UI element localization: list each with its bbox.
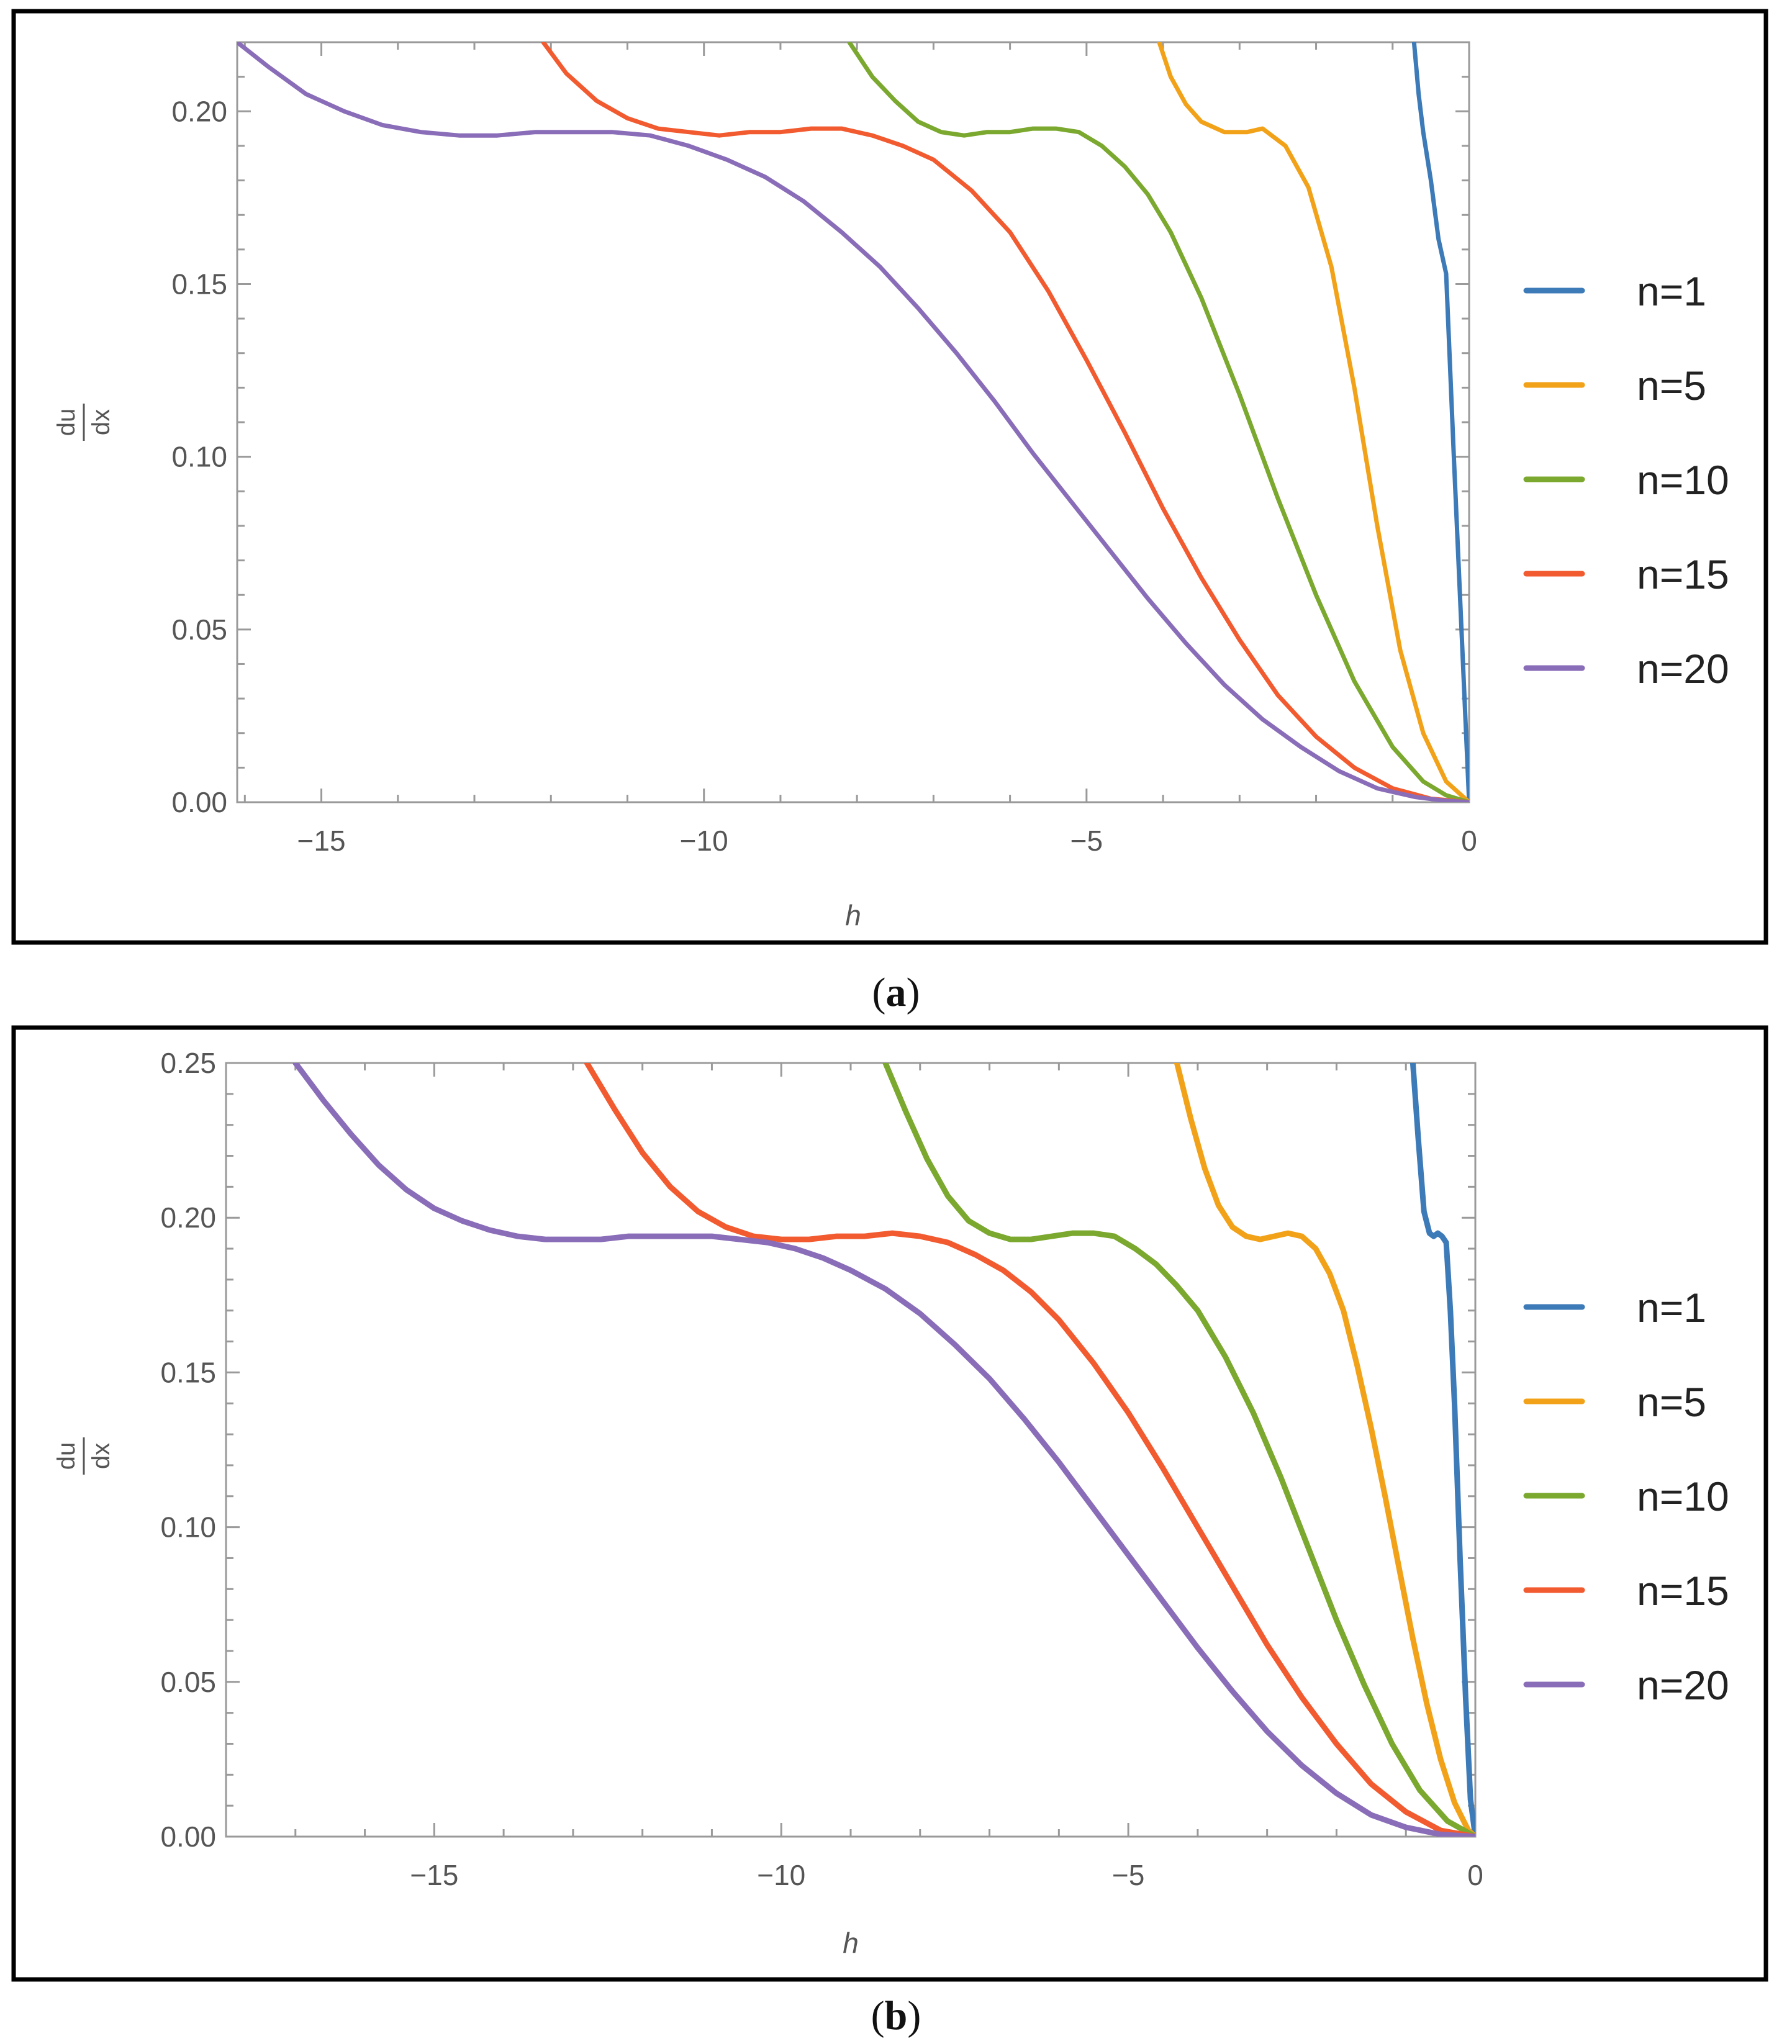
caption-open-paren: (	[871, 1993, 885, 2038]
plot-frame	[225, 1062, 1477, 1838]
chart-panel-b: −15 −10 −5 0 0.00 0.05 0.10 0.15 0.20 0.25 h du dx n=…	[11, 1025, 1768, 2038]
series-group	[237, 42, 1469, 802]
panel-caption: (a)	[872, 970, 920, 1015]
legend-label-n-5: n=5	[1637, 1379, 1706, 1425]
series-line-n-5	[1157, 42, 1469, 802]
series-line-n-20	[292, 1063, 1475, 1837]
series-line-n-10	[882, 1063, 1475, 1837]
chart-panel-a: −15 −10 −5 0 0.00 0.05 0.10 0.15 0.20 h du dx n=1 n=5…	[11, 9, 1768, 1015]
legend-label-n-1: n=1	[1637, 268, 1706, 314]
series-line-n-5	[1174, 1063, 1475, 1837]
y-tick-label: 0.00	[160, 1820, 216, 1853]
x-tick-label: −5	[1112, 1859, 1144, 1891]
series-line-n-10	[847, 42, 1469, 802]
x-tick-label: −15	[410, 1859, 458, 1891]
y-axis-title: du dx	[53, 404, 115, 441]
y-axis-title-denominator: dx	[88, 409, 115, 435]
legend-label-n-20: n=20	[1637, 1662, 1729, 1708]
caption-open-paren: (	[872, 970, 886, 1015]
caption-letter: a	[886, 970, 907, 1015]
x-tick-label: 0	[1467, 1859, 1483, 1891]
y-axis-title-denominator: dx	[88, 1443, 115, 1469]
series-line-n-20	[237, 42, 1469, 802]
x-tick-label: 0	[1461, 825, 1477, 857]
y-axis-title-numerator: du	[53, 409, 80, 436]
y-tick-label: 0.20	[160, 1201, 216, 1234]
y-tick-label: 0.05	[171, 613, 227, 646]
legend-label-n-10: n=10	[1637, 457, 1729, 503]
caption-letter: b	[885, 1993, 908, 2038]
legend-label-n-5: n=5	[1637, 363, 1706, 409]
series-group	[292, 1063, 1475, 1837]
series-line-n-1	[1410, 1063, 1475, 1837]
y-tick-label: 0.25	[160, 1047, 216, 1079]
x-tick-label: −15	[297, 825, 346, 857]
panel-caption: (b)	[871, 1993, 921, 2038]
y-tick-label: 0.10	[160, 1511, 216, 1544]
x-axis-title: h	[845, 899, 861, 931]
x-tick-label: −10	[757, 1859, 805, 1891]
legend-label-n-15: n=15	[1637, 551, 1729, 597]
y-tick-label: 0.10	[171, 441, 227, 473]
y-axis-title-numerator: du	[53, 1442, 80, 1470]
panel-frame	[11, 1025, 1768, 1982]
y-tick-label: 0.20	[171, 95, 227, 127]
legend: n=1 n=5 n=10 n=15 n=20	[1523, 1285, 1729, 1708]
y-tick-label: 0.05	[160, 1666, 216, 1698]
legend-label-n-15: n=15	[1637, 1568, 1729, 1614]
x-axis-title: h	[843, 1927, 859, 1959]
series-line-n-15	[541, 42, 1469, 802]
legend-label-n-1: n=1	[1637, 1285, 1706, 1331]
legend-label-n-20: n=20	[1637, 646, 1729, 692]
y-tick-label: 0.00	[171, 786, 227, 818]
panel-frame	[11, 9, 1768, 945]
legend-label-n-10: n=10	[1637, 1473, 1729, 1519]
y-axis-title: du dx	[53, 1437, 115, 1475]
plot-frame	[236, 41, 1470, 803]
y-tick-label: 0.15	[160, 1356, 216, 1388]
x-tick-label: −10	[680, 825, 728, 857]
x-tick-label: −5	[1070, 825, 1103, 857]
y-tick-label: 0.15	[171, 268, 227, 300]
series-line-n-15	[584, 1063, 1475, 1837]
caption-close-paren: )	[907, 970, 920, 1015]
series-line-n-1	[1411, 42, 1469, 802]
legend: n=1 n=5 n=10 n=15 n=20	[1523, 268, 1729, 692]
caption-close-paren: )	[907, 1993, 921, 2038]
